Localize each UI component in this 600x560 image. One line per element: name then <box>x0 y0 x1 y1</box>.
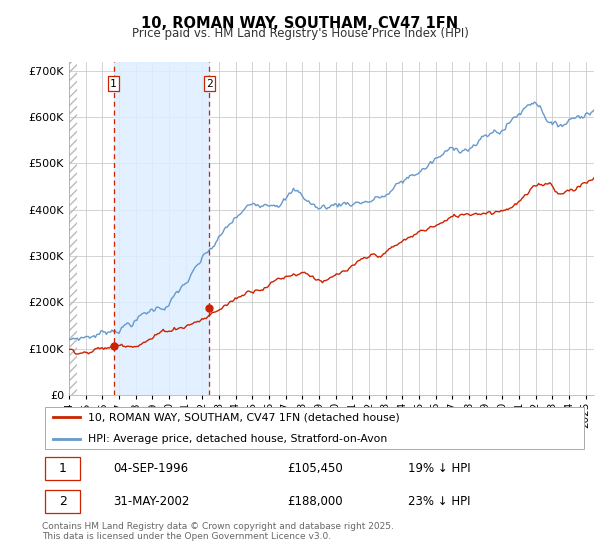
Text: 31-MAY-2002: 31-MAY-2002 <box>113 495 190 508</box>
Bar <box>69 62 77 395</box>
Text: 2: 2 <box>206 79 213 89</box>
Text: Contains HM Land Registry data © Crown copyright and database right 2025.
This d: Contains HM Land Registry data © Crown c… <box>42 522 394 542</box>
Bar <box>113 62 209 395</box>
Text: £188,000: £188,000 <box>288 495 343 508</box>
FancyBboxPatch shape <box>45 490 80 512</box>
Text: 1: 1 <box>110 79 117 89</box>
Text: 04-SEP-1996: 04-SEP-1996 <box>113 462 188 475</box>
Text: HPI: Average price, detached house, Stratford-on-Avon: HPI: Average price, detached house, Stra… <box>88 435 388 444</box>
Text: 23% ↓ HPI: 23% ↓ HPI <box>408 495 470 508</box>
FancyBboxPatch shape <box>45 407 584 449</box>
Text: 10, ROMAN WAY, SOUTHAM, CV47 1FN (detached house): 10, ROMAN WAY, SOUTHAM, CV47 1FN (detach… <box>88 412 400 422</box>
Text: 2: 2 <box>59 495 67 508</box>
Text: 19% ↓ HPI: 19% ↓ HPI <box>408 462 470 475</box>
Text: 10, ROMAN WAY, SOUTHAM, CV47 1FN: 10, ROMAN WAY, SOUTHAM, CV47 1FN <box>142 16 458 31</box>
FancyBboxPatch shape <box>45 458 80 480</box>
Text: 1: 1 <box>59 462 67 475</box>
Bar <box>69 62 77 395</box>
Text: Price paid vs. HM Land Registry's House Price Index (HPI): Price paid vs. HM Land Registry's House … <box>131 27 469 40</box>
Text: £105,450: £105,450 <box>288 462 343 475</box>
